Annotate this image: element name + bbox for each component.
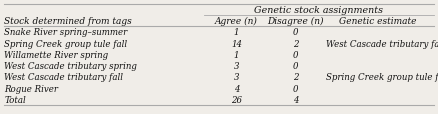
Text: 26: 26 <box>231 95 242 104</box>
Text: West Cascade tributary fall: West Cascade tributary fall <box>326 39 438 48</box>
Text: 0: 0 <box>293 61 298 70</box>
Text: Genetic stock assignments: Genetic stock assignments <box>254 6 383 15</box>
Text: Stock determined from tags: Stock determined from tags <box>4 17 132 26</box>
Text: 3: 3 <box>234 61 239 70</box>
Text: 0: 0 <box>293 84 298 93</box>
Text: Willamette River spring: Willamette River spring <box>4 50 109 59</box>
Text: 1: 1 <box>234 50 239 59</box>
Text: 1: 1 <box>234 28 239 37</box>
Text: 0: 0 <box>293 50 298 59</box>
Text: 4: 4 <box>293 95 298 104</box>
Text: 3: 3 <box>234 73 239 82</box>
Text: Spring Creek group tule fall: Spring Creek group tule fall <box>326 73 438 82</box>
Text: Genetic estimate: Genetic estimate <box>339 17 417 26</box>
Text: 2: 2 <box>293 73 298 82</box>
Text: 14: 14 <box>231 39 242 48</box>
Text: Snake River spring–summer: Snake River spring–summer <box>4 28 127 37</box>
Text: 2: 2 <box>293 39 298 48</box>
Text: 0: 0 <box>293 28 298 37</box>
Text: Rogue River: Rogue River <box>4 84 58 93</box>
Text: Spring Creek group tule fall: Spring Creek group tule fall <box>4 39 127 48</box>
Text: Total: Total <box>4 95 26 104</box>
Text: Agree (n): Agree (n) <box>215 17 258 26</box>
Text: Disagree (n): Disagree (n) <box>268 17 324 26</box>
Text: West Cascade tributary spring: West Cascade tributary spring <box>4 61 137 70</box>
Text: West Cascade tributary fall: West Cascade tributary fall <box>4 73 124 82</box>
Text: 4: 4 <box>234 84 239 93</box>
